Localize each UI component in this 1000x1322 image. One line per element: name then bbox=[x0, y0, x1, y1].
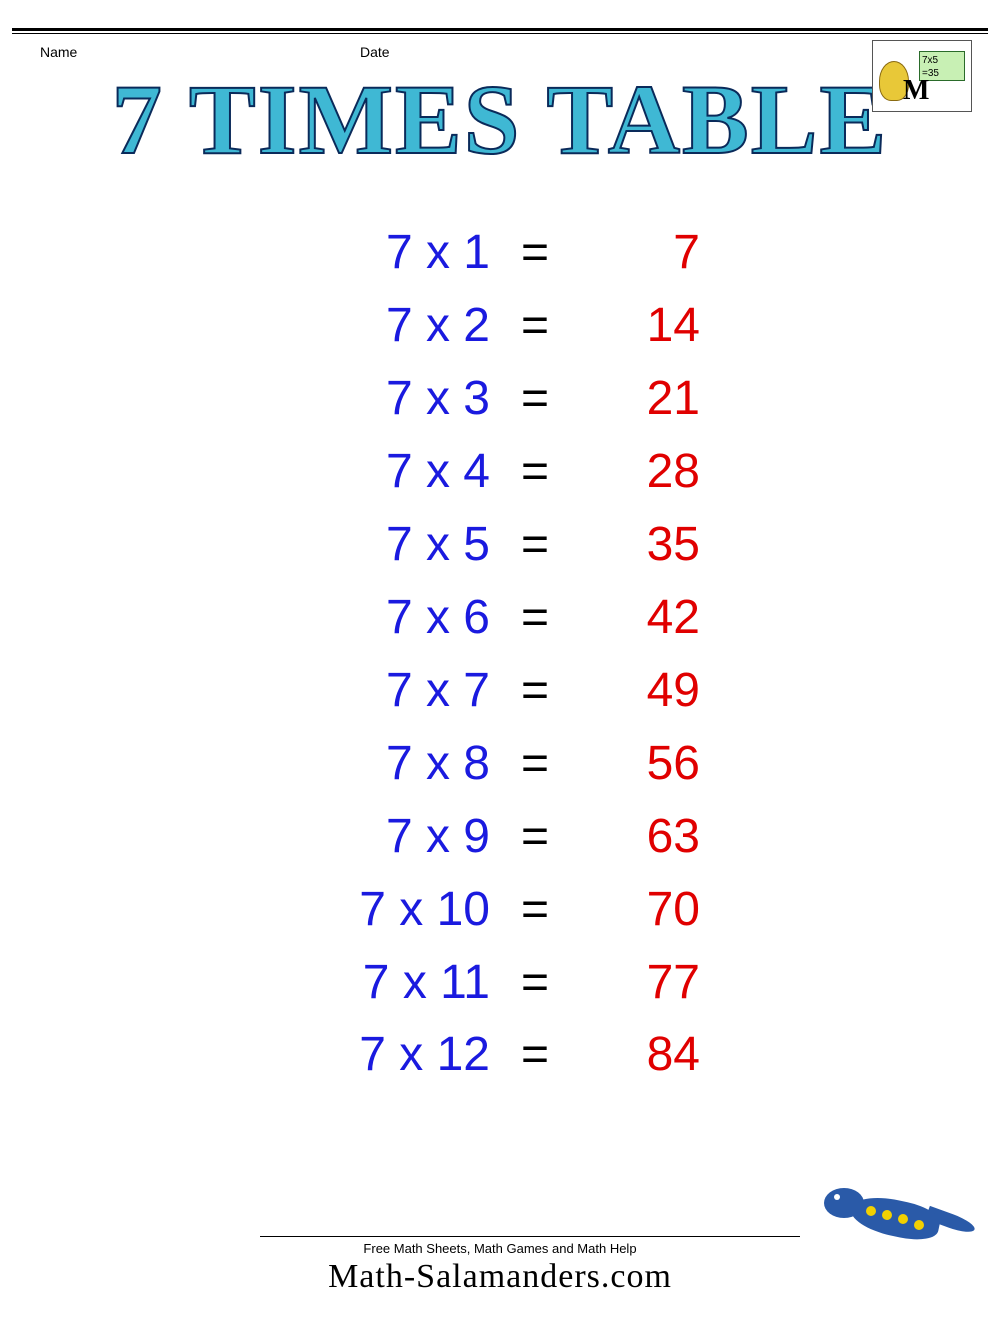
logo-board-line1: 7x5 bbox=[922, 55, 938, 66]
equation-lhs: 7 x 4 bbox=[230, 436, 490, 509]
equation-equals: = bbox=[490, 582, 580, 655]
equation-lhs: 7 x 3 bbox=[230, 363, 490, 436]
equation-result: 28 bbox=[580, 436, 700, 509]
table-row: 7 x 6=42 bbox=[230, 582, 770, 655]
equation-lhs: 7 x 12 bbox=[230, 1019, 490, 1092]
equation-result: 84 bbox=[580, 1019, 700, 1092]
table-row: 7 x 4=28 bbox=[230, 436, 770, 509]
equation-equals: = bbox=[490, 436, 580, 509]
equation-result: 77 bbox=[580, 947, 700, 1020]
equation-equals: = bbox=[490, 655, 580, 728]
times-table: 7 x 1=77 x 2=147 x 3=217 x 4=287 x 5=357… bbox=[230, 217, 770, 1092]
equation-lhs: 7 x 5 bbox=[230, 509, 490, 582]
table-row: 7 x 9=63 bbox=[230, 801, 770, 874]
table-row: 7 x 10=70 bbox=[230, 874, 770, 947]
equation-equals: = bbox=[490, 290, 580, 363]
equation-result: 49 bbox=[580, 655, 700, 728]
equation-lhs: 7 x 2 bbox=[230, 290, 490, 363]
equation-lhs: 7 x 7 bbox=[230, 655, 490, 728]
equation-result: 35 bbox=[580, 509, 700, 582]
equation-equals: = bbox=[490, 217, 580, 290]
table-row: 7 x 11=77 bbox=[230, 947, 770, 1020]
equation-result: 14 bbox=[580, 290, 700, 363]
equation-equals: = bbox=[490, 801, 580, 874]
equation-lhs: 7 x 6 bbox=[230, 582, 490, 655]
equation-lhs: 7 x 10 bbox=[230, 874, 490, 947]
page-title: 7 TIMES TABLE bbox=[0, 62, 1000, 177]
equation-result: 7 bbox=[580, 217, 700, 290]
equation-result: 70 bbox=[580, 874, 700, 947]
table-row: 7 x 7=49 bbox=[230, 655, 770, 728]
equation-result: 56 bbox=[580, 728, 700, 801]
salamander-icon bbox=[820, 1180, 980, 1260]
footer-rule bbox=[260, 1236, 800, 1237]
equation-lhs: 7 x 11 bbox=[230, 947, 490, 1020]
equation-equals: = bbox=[490, 509, 580, 582]
table-row: 7 x 2=14 bbox=[230, 290, 770, 363]
footer-site: Math-Salamanders.com bbox=[0, 1258, 1000, 1296]
equation-result: 21 bbox=[580, 363, 700, 436]
date-label: Date bbox=[360, 44, 390, 60]
equation-result: 63 bbox=[580, 801, 700, 874]
meta-row: Name Date 7x5 =35 M bbox=[0, 34, 1000, 60]
equation-lhs: 7 x 8 bbox=[230, 728, 490, 801]
equation-equals: = bbox=[490, 728, 580, 801]
table-row: 7 x 3=21 bbox=[230, 363, 770, 436]
equation-equals: = bbox=[490, 363, 580, 436]
table-row: 7 x 12=84 bbox=[230, 1019, 770, 1092]
footer: Free Math Sheets, Math Games and Math He… bbox=[0, 1236, 1000, 1296]
equation-equals: = bbox=[490, 947, 580, 1020]
table-row: 7 x 1=7 bbox=[230, 217, 770, 290]
table-row: 7 x 8=56 bbox=[230, 728, 770, 801]
logo-box: 7x5 =35 M bbox=[872, 40, 972, 112]
equation-equals: = bbox=[490, 874, 580, 947]
salamander-logo-icon: 7x5 =35 M bbox=[877, 45, 967, 107]
equation-lhs: 7 x 9 bbox=[230, 801, 490, 874]
equation-result: 42 bbox=[580, 582, 700, 655]
equation-equals: = bbox=[490, 1019, 580, 1092]
equation-lhs: 7 x 1 bbox=[230, 217, 490, 290]
name-label: Name bbox=[40, 44, 360, 60]
table-row: 7 x 5=35 bbox=[230, 509, 770, 582]
